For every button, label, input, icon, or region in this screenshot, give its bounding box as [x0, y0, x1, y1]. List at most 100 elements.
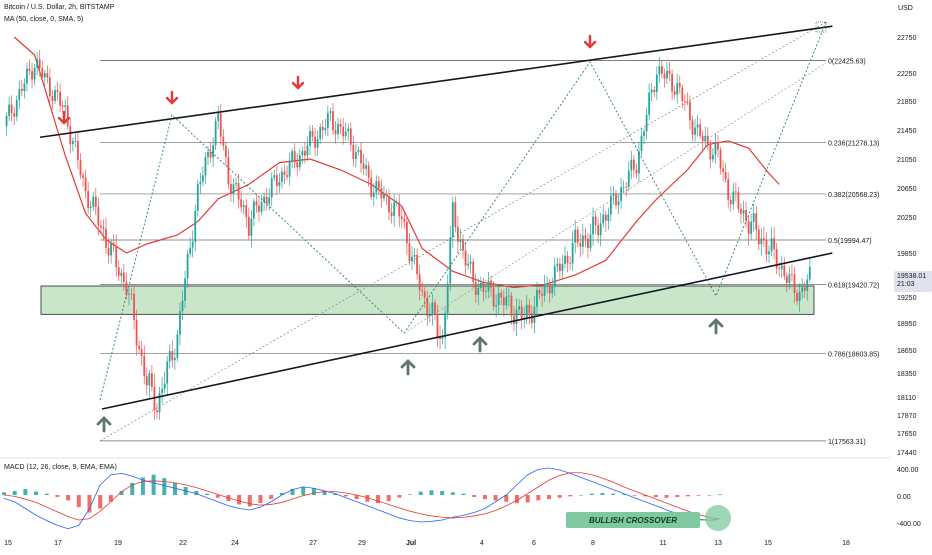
candle-body [110, 243, 112, 256]
candle-body [691, 120, 694, 135]
candle-body [477, 287, 480, 295]
macd-histogram-bar [376, 495, 381, 504]
candle-body [291, 151, 294, 161]
candle-body [112, 243, 115, 247]
macd-histogram-bar [2, 492, 6, 495]
y-tick-label: 20650 [897, 186, 917, 193]
candle-body [469, 261, 472, 264]
axis-layer: 22750 22250 21850 21450 21050 20650 20250 19850… [4, 35, 916, 547]
candle-body [278, 181, 281, 186]
candle-body [56, 90, 59, 92]
macd-histogram-bar [258, 495, 263, 504]
candle-body [120, 272, 123, 276]
macd-histogram-bar [547, 495, 552, 500]
candle-body [135, 319, 138, 346]
candle-body [439, 336, 441, 339]
candle-body [599, 223, 602, 236]
candle-body [510, 295, 513, 316]
candle-body [426, 297, 429, 317]
candle-body [281, 171, 283, 182]
macd-histogram-bar [579, 495, 584, 496]
candle-body [727, 178, 730, 200]
candle-body [219, 113, 222, 137]
candle-body [191, 241, 194, 248]
macd-histogram-bar [611, 493, 616, 495]
candle-body [316, 138, 319, 148]
candle-body [171, 351, 174, 361]
candle-body [610, 195, 612, 215]
candle-body [54, 90, 56, 102]
candle-body [344, 131, 347, 137]
candle-body [449, 237, 452, 284]
candle-body [342, 126, 345, 137]
candle-body [694, 127, 696, 135]
x-tick-label: 13 [714, 540, 722, 547]
candle-body [298, 155, 301, 168]
candle-body [324, 128, 327, 131]
candle-body [411, 256, 413, 262]
candle-body [18, 88, 21, 100]
candle-body [406, 221, 408, 244]
macd-histogram-bar [108, 495, 113, 502]
macd-histogram-bar [429, 490, 434, 495]
x-tick-label: 27 [309, 540, 317, 547]
candle-body [714, 142, 717, 155]
candle-body [592, 216, 594, 235]
candle-body [640, 135, 643, 152]
candle-body [783, 265, 786, 277]
candle-body [156, 410, 158, 413]
candle-body [79, 160, 82, 176]
candle-body [689, 101, 691, 121]
macd-histogram-bar [568, 495, 573, 497]
candle-body [94, 196, 97, 207]
candle-body [495, 305, 498, 307]
candle-body [459, 239, 462, 242]
candle-body [538, 289, 541, 294]
candle-body [230, 183, 232, 194]
candle-body [444, 312, 447, 338]
candle-body [186, 253, 189, 279]
candle-body [490, 280, 492, 288]
candle-body [525, 304, 528, 318]
candle-body [380, 188, 383, 199]
candle-body [43, 73, 46, 78]
macd-histogram-bar [98, 495, 103, 509]
candle-body [263, 196, 265, 203]
candle-body [400, 216, 403, 219]
y-tick-label: 22250 [897, 71, 917, 78]
y-tick-label: 18650 [897, 348, 917, 355]
candle-body [556, 263, 559, 267]
candle-body [258, 205, 260, 212]
macd-histogram-bar [290, 488, 295, 495]
macd-histogram-bar [600, 492, 605, 495]
candle-body [755, 213, 758, 230]
candle-body [222, 136, 225, 146]
candle-body [326, 112, 329, 129]
candle-body [561, 264, 564, 272]
macd-histogram-bar [664, 495, 669, 498]
macd-histogram-bar [504, 495, 509, 502]
candle-body [485, 291, 487, 293]
candle-layer [5, 50, 811, 421]
candle-body [143, 356, 146, 377]
down-arrow-icon [57, 110, 71, 125]
candle-body [615, 193, 617, 206]
candle-body [780, 265, 783, 270]
fib-level-label: 0.618(19420.72) [828, 282, 879, 289]
candle-body [235, 183, 237, 185]
macd-histogram-bar [247, 495, 252, 507]
candle-body [321, 127, 324, 131]
candle-body [681, 87, 684, 101]
candle-body [678, 82, 681, 88]
candle-body [457, 227, 459, 242]
candle-body [763, 238, 765, 241]
macd-histogram-bar [333, 493, 338, 495]
candle-body [732, 191, 735, 205]
candle-body [798, 291, 801, 302]
macd-histogram-bar [408, 494, 413, 495]
candle-body [479, 282, 482, 288]
fib-level-label: 0(22425.63) [828, 58, 866, 65]
candle-body [648, 92, 651, 115]
up-arrow-icon [400, 359, 416, 376]
candle-body [622, 186, 625, 188]
